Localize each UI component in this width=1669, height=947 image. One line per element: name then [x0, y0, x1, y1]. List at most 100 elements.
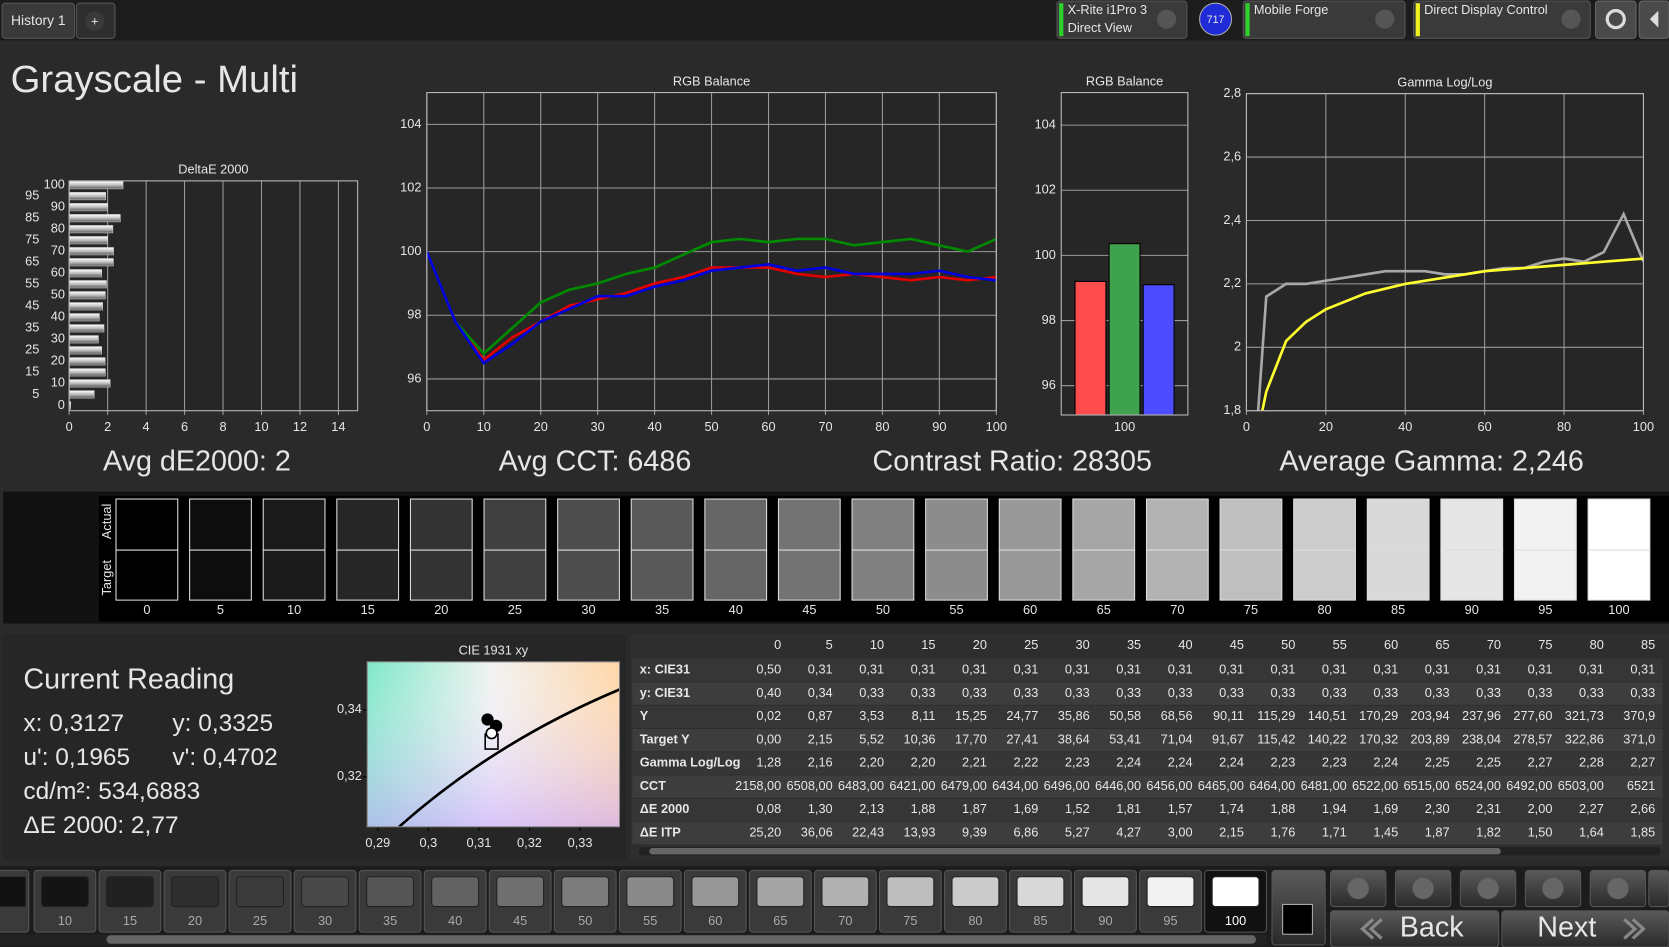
badge[interactable] — [1199, 2, 1233, 36]
y-tick-label: 25 — [25, 342, 39, 357]
back-label: Back — [1400, 912, 1464, 944]
column-header: 45 — [1230, 637, 1244, 652]
table-cell: 2,25 — [1425, 755, 1450, 770]
x-tick-label: 0 — [1243, 419, 1250, 434]
swatch-label: 75 — [1244, 602, 1258, 617]
bar — [68, 247, 114, 256]
reading-y: y: 0,3325 — [172, 710, 273, 737]
table-cell: 1,94 — [1322, 801, 1347, 816]
meter-name: X-Rite i1Pro 3 — [1068, 2, 1147, 17]
y-tick-label: 35 — [25, 320, 39, 335]
settings-button[interactable] — [1595, 0, 1637, 39]
swatch-actual — [409, 498, 473, 551]
swatch-actual — [262, 498, 326, 551]
swatch-target — [1366, 549, 1430, 601]
table-cell: 50,58 — [1109, 708, 1141, 723]
patch-swatch — [821, 876, 870, 908]
table-cell: 115,29 — [1257, 708, 1295, 723]
table-cell: 1,69 — [1013, 801, 1038, 816]
table-cell: 1,71 — [1322, 824, 1347, 839]
loop-icon — [1542, 877, 1564, 900]
summary-stat: Avg dE2000: 2 — [103, 445, 291, 477]
table-cell: 24,77 — [1006, 708, 1038, 723]
transport-controls — [1329, 869, 1669, 908]
swatch-actual — [1072, 498, 1136, 551]
patch-label: 10 — [58, 913, 72, 928]
display-dropdown[interactable] — [1242, 0, 1406, 39]
table-cell: 321,73 — [1565, 708, 1604, 723]
y-tick-label: 102 — [400, 179, 421, 194]
swatch-target — [1219, 549, 1283, 601]
series-line — [426, 251, 997, 365]
meter-dropdown[interactable] — [1056, 0, 1188, 39]
y-tick-label: 20 — [51, 353, 65, 368]
row-label: y: CIE31 — [640, 685, 690, 700]
table-cell: 8,11 — [912, 708, 936, 723]
swatch-actual — [1145, 498, 1209, 551]
bar — [68, 291, 106, 300]
table-row — [632, 682, 1663, 705]
y-tick-label: 95 — [25, 188, 39, 203]
table-cell: 1,57 — [1168, 801, 1193, 816]
table-cell: 2,25 — [1476, 755, 1501, 770]
table-cell: 2,21 — [962, 755, 987, 770]
x-tick-label: 40 — [648, 419, 662, 434]
table-cell: 1,69 — [1373, 801, 1398, 816]
table-scroll-thumb[interactable] — [649, 848, 1501, 855]
swatch-label: 65 — [1097, 602, 1111, 617]
patch-label: 65 — [773, 913, 787, 928]
y-tick-label: 98 — [407, 307, 421, 322]
plot-frame — [68, 180, 359, 412]
table-cell: 0,31 — [1322, 662, 1347, 677]
table-cell: 1,88 — [911, 801, 936, 816]
table-cell: 0,31 — [1373, 662, 1398, 677]
table-cell: 2,20 — [859, 755, 884, 770]
swatch-label: 70 — [1170, 602, 1184, 617]
table-cell: 6434,00 — [992, 778, 1038, 793]
table-cell: 277,60 — [1513, 708, 1552, 723]
control-dropdown[interactable] — [1413, 0, 1591, 39]
swatch-label: 10 — [287, 602, 301, 617]
swatch-label: 0 — [143, 602, 150, 617]
dropdown-arrow — [1561, 9, 1581, 29]
swatch-target — [925, 549, 988, 601]
x-tick-label: 10 — [254, 419, 268, 434]
more-button[interactable] — [1648, 869, 1669, 908]
y-tick-label: 50 — [51, 287, 65, 302]
column-header: 60 — [1384, 637, 1398, 652]
table-cell: 6464,00 — [1249, 778, 1295, 793]
swatch-actual — [483, 498, 547, 551]
y-tick-label: 15 — [25, 364, 39, 379]
patch-label: 45 — [513, 913, 527, 928]
table-row — [632, 752, 1663, 775]
swatch-target — [1072, 549, 1136, 601]
x-tick-label: 90 — [932, 419, 946, 434]
summary-stat: Contrast Ratio: 28305 — [873, 445, 1152, 477]
column-header: 50 — [1281, 637, 1295, 652]
table-cell: 0,31 — [1168, 662, 1193, 677]
refresh-icon — [1607, 877, 1629, 900]
table-cell: 6524,00 — [1455, 778, 1501, 793]
table-cell: 5,52 — [859, 731, 884, 746]
table-cell: 6496,00 — [1044, 778, 1090, 793]
patch-size-icon — [1282, 903, 1313, 935]
swatch-label: 95 — [1538, 602, 1552, 617]
table-cell: 27,41 — [1006, 731, 1038, 746]
patch-swatch — [1016, 876, 1065, 908]
tab[interactable] — [1, 2, 76, 39]
table-cell: 0,33 — [1271, 685, 1296, 700]
patch-scroll-thumb[interactable] — [106, 935, 1257, 944]
table-cell: 0,33 — [1373, 685, 1398, 700]
table-cell: 1,45 — [1373, 824, 1398, 839]
table-cell: 1,74 — [1219, 801, 1244, 816]
chart-title: DeltaE 2000 — [178, 162, 248, 177]
table-cell: 0,31 — [1013, 662, 1038, 677]
patch-swatch — [236, 876, 284, 908]
y-tick-label: 2 — [1234, 339, 1241, 354]
table-cell: 2,24 — [1168, 755, 1193, 770]
table-cell: 15,25 — [955, 708, 987, 723]
y-tick-label: 104 — [400, 116, 421, 131]
patch-swatch — [40, 876, 89, 908]
x-tick-label: 0,31 — [467, 835, 492, 850]
swatch-actual — [189, 498, 252, 551]
